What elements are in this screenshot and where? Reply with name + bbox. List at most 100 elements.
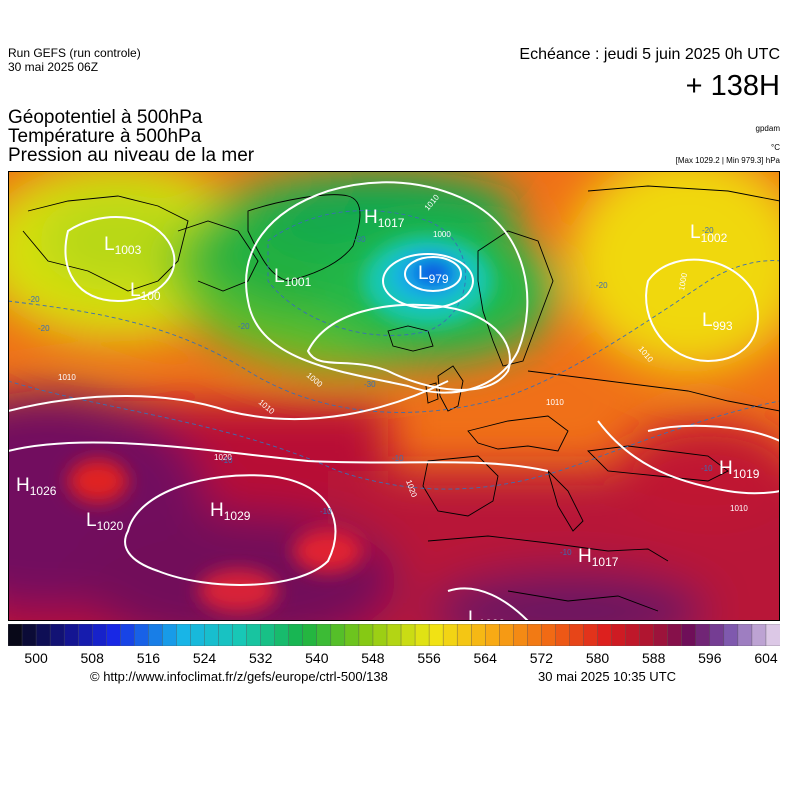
isotherm-label: -20 — [702, 226, 714, 235]
parameter-list: Géopotentiel à 500hPa Température à 500h… — [8, 108, 254, 165]
colorbar-swatch — [218, 624, 234, 646]
colorbar-swatch — [471, 624, 486, 646]
colorbar-swatch — [35, 624, 51, 646]
colorbar-swatch — [485, 624, 500, 646]
colorbar — [8, 624, 780, 646]
colorbar-tick-label: 524 — [192, 650, 217, 666]
run-info: Run GEFS (run controle) 30 mai 2025 06Z — [8, 46, 141, 74]
source-credit: © http://www.infoclimat.fr/z/gefs/europe… — [90, 669, 388, 684]
pressure-center: L100 — [130, 280, 161, 303]
colorbar-swatch — [583, 624, 599, 646]
pressure-center-labels: L1003 L1001 H1017 L979 L1002 L993 L100 H… — [16, 207, 760, 621]
colorbar-swatch — [77, 624, 93, 646]
isotherm-label: -30 — [354, 235, 366, 244]
param-geopotential: Géopotentiel à 500hPa — [8, 107, 203, 128]
isotherm-value-labels: -20 -30 -20 -30 -20 -20 -10 -10 -10 -10 … — [28, 226, 714, 557]
colorbar-swatch — [597, 624, 613, 646]
isobar-label: 1020 — [214, 453, 232, 462]
colorbar-swatch — [414, 624, 430, 646]
pressure-center: L1003 — [104, 234, 142, 257]
pressure-center: L979 — [418, 263, 449, 286]
colorbar-tick-label: 588 — [642, 650, 666, 666]
colorbar-tick-label: 556 — [417, 650, 441, 666]
isobar-label: 1000 — [433, 230, 451, 239]
geopotential-field — [8, 171, 780, 621]
colorbar-swatch — [21, 624, 37, 646]
isotherm-label: -20 — [596, 281, 608, 290]
colorbar-swatch — [8, 624, 23, 646]
colorbar-swatch — [625, 624, 641, 646]
isotherm-label: -10 — [221, 456, 233, 465]
isotherm-label: -20 — [38, 324, 50, 333]
colorbar-swatch — [344, 624, 360, 646]
param-temperature: Température à 500hPa — [8, 126, 202, 147]
isotherm-label: -10 — [560, 548, 572, 557]
isobar-label: 1000 — [677, 272, 689, 292]
colorbar-swatch — [162, 624, 178, 646]
pressure-center: L1001 — [274, 266, 312, 289]
colorbar-swatch — [288, 624, 304, 646]
isotherm-label: -20 — [28, 295, 40, 304]
colorbar-swatch — [386, 624, 402, 646]
colorbar-swatch — [709, 624, 725, 646]
colorbar-tick-label: 500 — [24, 650, 48, 666]
weather-map: L1003 L1001 H1017 L979 L1002 L993 L100 H… — [8, 171, 780, 621]
isobar-label: 1010 — [58, 373, 76, 382]
colorbar-swatch — [667, 624, 683, 646]
colorbar-swatch — [723, 624, 739, 646]
colorbar-swatch — [120, 624, 136, 646]
pressure-center: H1017 — [364, 207, 405, 230]
colorbar-swatch — [49, 624, 65, 646]
colorbar-swatch — [260, 624, 276, 646]
colorbar-swatch — [204, 624, 220, 646]
colorbar-swatch — [751, 624, 767, 646]
isotherms — [8, 210, 780, 490]
coastlines — [22, 185, 780, 612]
colorbar-swatch — [442, 624, 458, 646]
lead-time: + 138H — [685, 70, 780, 102]
run-name: Run GEFS (run controle) — [8, 46, 141, 60]
colorbar-swatch — [148, 624, 164, 646]
param-mslp: Pression au niveau de la mer — [8, 145, 255, 166]
run-date: 30 mai 2025 06Z — [8, 60, 99, 74]
colorbar-swatch — [555, 624, 571, 646]
isotherm-label: -10 — [392, 454, 404, 463]
colorbar-tick-label: 572 — [529, 650, 554, 666]
colorbar-swatch — [569, 624, 585, 646]
colorbar-tick-label: 548 — [361, 650, 385, 666]
colorbar-tick-label: 516 — [136, 650, 161, 666]
colorbar-tick-label: 564 — [473, 650, 497, 666]
colorbar-swatch — [372, 624, 388, 646]
colorbar-swatch — [190, 624, 206, 646]
colorbar-swatch — [527, 624, 543, 646]
pressure-center: H1017 — [578, 546, 619, 569]
pressure-center: L993 — [702, 310, 733, 333]
pressure-min-max: [Max 1029.2 | Min 979.3] hPa — [675, 156, 780, 165]
pressure-center: L1020 — [86, 510, 124, 533]
generation-time: 30 mai 2025 10:35 UTC — [538, 669, 677, 684]
unit-gpdam: gpdam — [755, 124, 780, 133]
pressure-center: H1026 — [16, 475, 57, 498]
colorbar-swatch — [428, 624, 444, 646]
colorbar-swatch — [92, 624, 107, 646]
colorbar-swatch — [499, 624, 515, 646]
colorbar-swatch — [611, 624, 627, 646]
pressure-center: H1029 — [210, 500, 251, 523]
colorbar-swatch — [232, 624, 248, 646]
isotherm-label: -30 — [364, 380, 376, 389]
colorbar-swatch — [274, 624, 290, 646]
colorbar-swatch — [316, 624, 332, 646]
colorbar-swatch — [681, 624, 697, 646]
map-frame — [8, 171, 780, 621]
pressure-center: L1002 — [690, 222, 728, 245]
colorbar-tick-label: 508 — [80, 650, 104, 666]
colorbar-tick-label: 604 — [754, 650, 778, 666]
colorbar-swatch — [176, 624, 192, 646]
colorbar-tick-label: 540 — [305, 650, 329, 666]
colorbar-swatch — [456, 624, 472, 646]
colorbar-swatch — [653, 624, 669, 646]
colorbar-swatch — [302, 624, 318, 646]
colorbar-swatch — [330, 624, 346, 646]
colorbar-tick-label: 580 — [585, 650, 610, 666]
colorbar-swatch — [358, 624, 374, 646]
